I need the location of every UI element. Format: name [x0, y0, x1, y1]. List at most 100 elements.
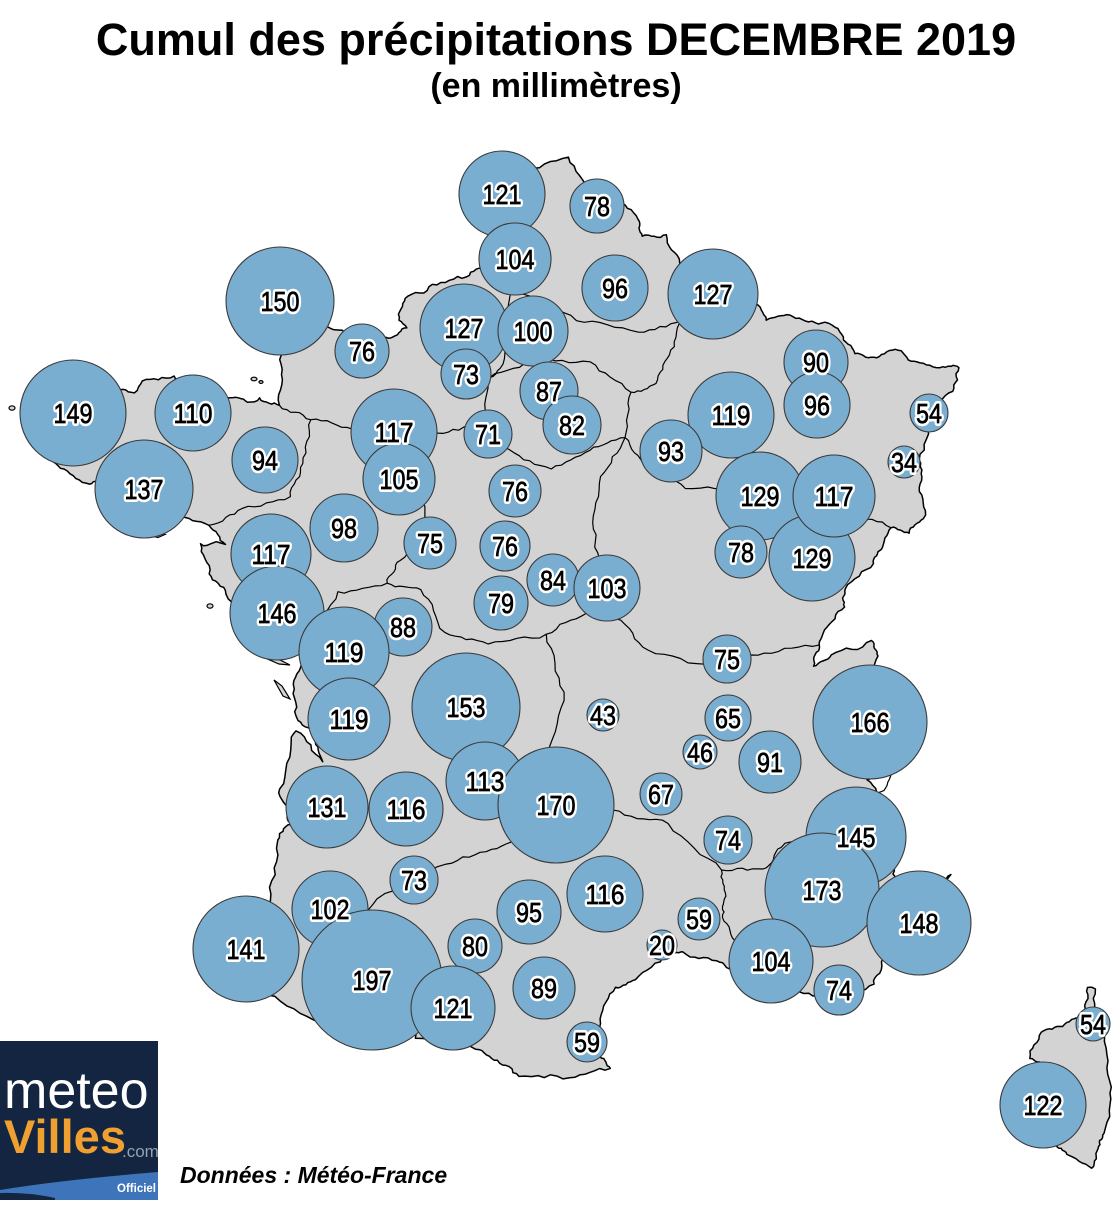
svg-text:116: 116: [387, 794, 426, 825]
svg-text:105: 105: [380, 464, 419, 495]
svg-text:34: 34: [891, 447, 917, 478]
svg-text:104: 104: [752, 946, 791, 977]
svg-text:121: 121: [483, 179, 522, 210]
svg-text:148: 148: [900, 908, 939, 939]
svg-text:102: 102: [311, 894, 350, 925]
svg-text:102: 102: [311, 894, 350, 925]
svg-text:95: 95: [516, 897, 542, 928]
svg-text:79: 79: [488, 588, 514, 619]
svg-text:104: 104: [496, 244, 535, 275]
svg-text:121: 121: [483, 179, 522, 210]
svg-text:121: 121: [434, 993, 473, 1024]
svg-text:94: 94: [252, 445, 278, 476]
svg-text:103: 103: [588, 573, 627, 604]
svg-text:117: 117: [815, 481, 854, 512]
svg-text:20: 20: [649, 930, 675, 961]
svg-text:76: 76: [492, 531, 518, 562]
svg-text:117: 117: [815, 481, 854, 512]
svg-text:110: 110: [174, 398, 213, 429]
svg-text:59: 59: [574, 1027, 600, 1058]
svg-text:149: 149: [54, 398, 93, 429]
svg-text:116: 116: [586, 879, 625, 910]
svg-text:119: 119: [325, 637, 364, 668]
svg-text:80: 80: [462, 931, 488, 962]
svg-text:119: 119: [330, 704, 369, 735]
svg-text:100: 100: [514, 316, 553, 347]
svg-text:Officiel: Officiel: [117, 1183, 156, 1195]
svg-text:150: 150: [261, 286, 300, 317]
svg-text:67: 67: [648, 779, 674, 810]
svg-text:meteo: meteo: [4, 1062, 149, 1120]
svg-text:75: 75: [714, 644, 740, 675]
svg-text:74: 74: [715, 825, 741, 856]
svg-text:150: 150: [261, 286, 300, 317]
svg-text:.com: .com: [122, 1142, 159, 1161]
svg-text:67: 67: [648, 779, 674, 810]
svg-text:137: 137: [125, 474, 164, 505]
svg-text:98: 98: [331, 513, 357, 544]
svg-text:146: 146: [258, 598, 297, 629]
svg-text:145: 145: [837, 822, 876, 853]
svg-text:131: 131: [308, 792, 347, 823]
svg-text:145: 145: [837, 822, 876, 853]
svg-text:75: 75: [417, 528, 443, 559]
svg-text:103: 103: [588, 573, 627, 604]
svg-text:78: 78: [728, 537, 754, 568]
svg-text:76: 76: [492, 531, 518, 562]
svg-text:197: 197: [353, 965, 392, 996]
svg-text:74: 74: [826, 975, 852, 1006]
svg-text:104: 104: [496, 244, 535, 275]
svg-text:80: 80: [462, 931, 488, 962]
svg-text:75: 75: [714, 644, 740, 675]
svg-text:43: 43: [590, 700, 616, 731]
svg-text:127: 127: [694, 279, 733, 310]
svg-text:46: 46: [687, 737, 713, 768]
svg-text:87: 87: [536, 376, 562, 407]
svg-text:166: 166: [851, 707, 890, 738]
svg-text:54: 54: [1080, 1009, 1106, 1040]
svg-text:148: 148: [900, 908, 939, 939]
svg-text:90: 90: [803, 347, 829, 378]
svg-text:98: 98: [331, 513, 357, 544]
svg-text:75: 75: [417, 528, 443, 559]
svg-text:173: 173: [803, 875, 842, 906]
svg-text:78: 78: [584, 191, 610, 222]
svg-text:82: 82: [559, 410, 585, 441]
svg-text:170: 170: [537, 790, 576, 821]
svg-text:113: 113: [466, 766, 505, 797]
svg-text:(en millimètres): (en millimètres): [430, 67, 681, 105]
svg-text:113: 113: [466, 766, 505, 797]
svg-text:146: 146: [258, 598, 297, 629]
svg-text:166: 166: [851, 707, 890, 738]
svg-text:116: 116: [387, 794, 426, 825]
svg-text:76: 76: [502, 476, 528, 507]
svg-text:96: 96: [602, 273, 628, 304]
svg-text:105: 105: [380, 464, 419, 495]
svg-text:73: 73: [401, 865, 427, 896]
svg-text:74: 74: [715, 825, 741, 856]
svg-text:90: 90: [803, 347, 829, 378]
svg-text:93: 93: [658, 436, 684, 467]
svg-text:121: 121: [434, 993, 473, 1024]
svg-text:129: 129: [793, 543, 832, 574]
svg-text:96: 96: [602, 273, 628, 304]
svg-text:110: 110: [174, 398, 213, 429]
svg-text:73: 73: [453, 359, 479, 390]
svg-text:116: 116: [586, 879, 625, 910]
svg-text:88: 88: [390, 612, 416, 643]
svg-text:76: 76: [349, 336, 375, 367]
svg-text:173: 173: [803, 875, 842, 906]
svg-text:91: 91: [757, 747, 783, 778]
svg-text:54: 54: [916, 398, 942, 429]
svg-text:Données : Météo-France: Données : Météo-France: [180, 1162, 447, 1188]
svg-text:129: 129: [793, 543, 832, 574]
svg-text:91: 91: [757, 747, 783, 778]
svg-text:59: 59: [574, 1027, 600, 1058]
svg-text:Cumul des précipitations DECEM: Cumul des précipitations DECEMBRE 2019: [96, 14, 1016, 65]
svg-text:Villes: Villes: [4, 1110, 126, 1163]
svg-text:117: 117: [252, 539, 291, 570]
svg-text:88: 88: [390, 612, 416, 643]
svg-text:59: 59: [686, 904, 712, 935]
svg-text:82: 82: [559, 410, 585, 441]
svg-text:59: 59: [686, 904, 712, 935]
